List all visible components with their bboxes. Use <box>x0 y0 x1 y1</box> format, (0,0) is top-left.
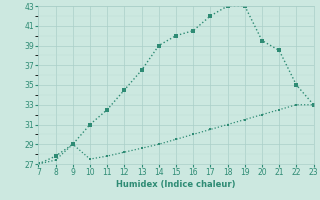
X-axis label: Humidex (Indice chaleur): Humidex (Indice chaleur) <box>116 180 236 189</box>
